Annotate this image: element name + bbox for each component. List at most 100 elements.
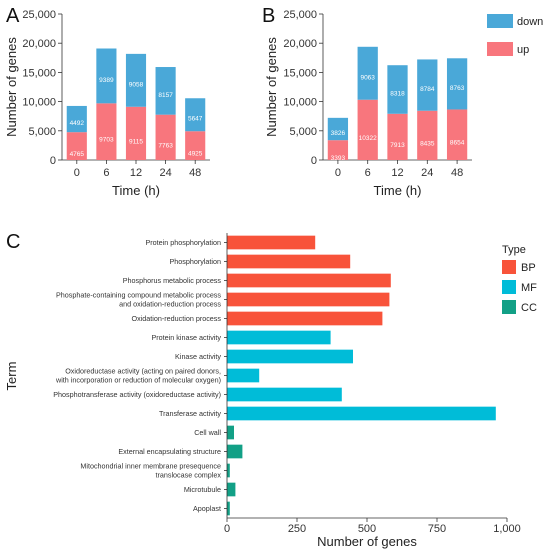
data-label-up-24: 8435 xyxy=(420,140,435,147)
panel-label-b: B xyxy=(262,5,275,27)
legend-swatch-BP xyxy=(502,260,516,274)
bar-up-24 xyxy=(155,114,176,160)
bar-down-48 xyxy=(446,58,468,110)
y-tick-label: 0 xyxy=(50,155,56,167)
x-tick-label: 24 xyxy=(159,167,171,179)
bar-down-6 xyxy=(357,46,378,100)
term-bar-1 xyxy=(227,254,351,269)
x-axis-title: Time (h) xyxy=(112,183,160,198)
data-label-up-6: 10322 xyxy=(359,135,377,142)
legend-label-BP: BP xyxy=(521,262,536,274)
bar-up-12 xyxy=(125,106,147,160)
legend-label-up: up xyxy=(517,44,529,56)
term-label-0: Protein phosphorylation xyxy=(145,238,221,247)
x-tick-label: 48 xyxy=(189,167,201,179)
bar-up-0 xyxy=(327,140,349,160)
term-bar-4 xyxy=(227,311,383,326)
bar-up-6 xyxy=(357,99,378,160)
term-label-8: Phosphotransferase activity (oxidoreduct… xyxy=(53,390,221,399)
y-tick-label: 5,000 xyxy=(28,126,56,138)
data-label-down-48: 5647 xyxy=(188,116,203,123)
x-tick-label: 48 xyxy=(451,167,463,179)
bar-down-48 xyxy=(185,98,206,132)
data-label-up-6: 9703 xyxy=(99,137,114,144)
term-bar-5 xyxy=(227,330,331,345)
term-label-3-line1: Phosphate-containing compound metabolic … xyxy=(56,291,221,300)
data-label-down-6: 9063 xyxy=(360,74,375,81)
y-tick-label: 25,000 xyxy=(22,9,56,21)
data-label-up-48: 4925 xyxy=(188,151,203,158)
term-bar-0 xyxy=(227,235,316,250)
bar-down-0 xyxy=(66,105,87,133)
bar-down-0 xyxy=(327,117,349,141)
bar-up-24 xyxy=(417,110,438,160)
term-label-3-line2: and oxidation-reduction process xyxy=(119,300,221,309)
term-bar-14 xyxy=(227,501,230,516)
x-tick-label: 500 xyxy=(358,523,376,535)
legend-swatch-up xyxy=(487,42,513,56)
legend-label-MF: MF xyxy=(521,282,537,294)
data-label-up-0: 4765 xyxy=(70,151,85,158)
data-label-up-0: 3393 xyxy=(331,155,346,162)
x-tick-label: 12 xyxy=(130,167,142,179)
bar-up-12 xyxy=(387,113,408,160)
data-label-down-6: 9389 xyxy=(99,77,114,84)
data-label-down-48: 8763 xyxy=(450,85,465,92)
bar-up-6 xyxy=(96,103,117,160)
data-label-down-24: 8784 xyxy=(420,86,435,93)
term-bar-10 xyxy=(227,425,234,440)
term-bar-9 xyxy=(227,406,496,421)
x-tick-label: 750 xyxy=(428,523,446,535)
data-label-down-12: 9058 xyxy=(129,81,144,88)
x-tick-label: 0 xyxy=(74,167,80,179)
y-tick-label: 25,000 xyxy=(283,9,317,21)
x-tick-label: 6 xyxy=(365,167,371,179)
y-tick-label: 0 xyxy=(311,155,317,167)
term-label-14: Apoplast xyxy=(193,504,221,513)
term-label-9: Transferase activity xyxy=(159,409,221,418)
y-tick-label: 10,000 xyxy=(283,97,317,109)
term-label-13: Microtubule xyxy=(184,485,221,494)
panel-label-a: A xyxy=(6,5,20,27)
term-label-10: Cell wall xyxy=(194,428,221,437)
data-label-up-12: 9115 xyxy=(129,138,143,145)
y-tick-label: 15,000 xyxy=(283,67,317,79)
x-axis-title: Time (h) xyxy=(374,183,422,198)
bar-down-6 xyxy=(96,48,117,104)
x-tick-label: 6 xyxy=(103,167,109,179)
y-tick-label: 15,000 xyxy=(22,67,56,79)
y-axis-title: Number of genes xyxy=(4,37,19,137)
y-tick-label: 20,000 xyxy=(283,38,317,50)
x-tick-label: 24 xyxy=(421,167,433,179)
y-axis-title: Term xyxy=(4,362,19,391)
x-tick-label: 12 xyxy=(391,167,403,179)
term-bar-6 xyxy=(227,349,353,364)
term-label-7-line2: with incorporation or reduction of molec… xyxy=(55,376,221,385)
term-bar-11 xyxy=(227,444,243,459)
term-label-11: External encapsulating structure xyxy=(118,447,221,456)
bar-up-48 xyxy=(185,131,206,160)
legend-swatch-MF xyxy=(502,280,516,294)
term-label-5: Protein kinase activity xyxy=(151,333,221,342)
data-label-up-24: 7763 xyxy=(158,142,173,149)
x-tick-label: 250 xyxy=(288,523,306,535)
legend-title: Type xyxy=(502,244,526,256)
panel-label-c: C xyxy=(6,231,20,253)
legend-label-CC: CC xyxy=(521,302,537,314)
x-tick-label: 0 xyxy=(224,523,230,535)
legend-label-down: down xyxy=(517,16,543,28)
term-bar-3 xyxy=(227,292,390,307)
bar-down-12 xyxy=(387,65,408,114)
term-label-12-line1: Mitochondrial inner membrane presequence xyxy=(80,462,221,471)
data-label-down-24: 8157 xyxy=(158,92,173,99)
term-label-2: Phosphorus metabolic process xyxy=(123,276,222,285)
bar-up-48 xyxy=(446,109,468,160)
y-axis-title: Number of genes xyxy=(264,37,279,137)
bar-down-24 xyxy=(155,67,176,115)
term-label-7-line1: Oxidoreductase activity (acting on paire… xyxy=(65,367,221,376)
x-axis-title: Number of genes xyxy=(317,534,417,549)
data-label-down-0: 4492 xyxy=(70,120,85,127)
y-tick-label: 20,000 xyxy=(22,38,56,50)
y-tick-label: 10,000 xyxy=(22,97,56,109)
term-bar-13 xyxy=(227,482,236,497)
